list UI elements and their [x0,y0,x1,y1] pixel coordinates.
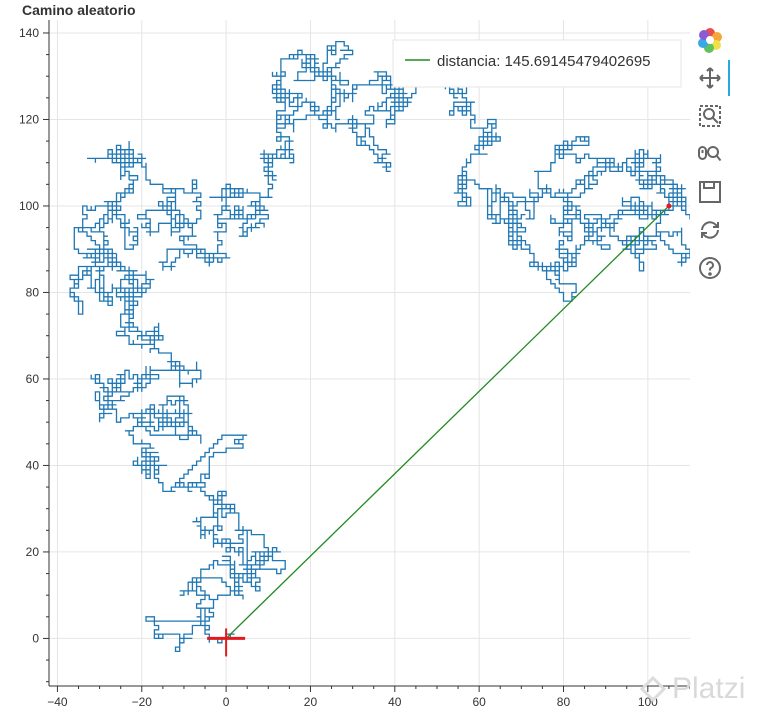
y-tick-label: 120 [19,112,39,126]
x-axis-ticks: −40 −20 0 20 40 60 80 100 [47,686,690,709]
axes [48,20,690,687]
end-marker [666,203,672,209]
y-tick-label: 0 [32,631,39,645]
x-tick-label: −40 [47,695,68,709]
x-tick-label: 80 [557,695,571,709]
y-tick-label: 20 [26,545,40,559]
reset-icon[interactable] [692,212,728,248]
x-tick-label: 40 [388,695,402,709]
y-tick-label: 100 [19,199,39,213]
x-tick-label: −20 [132,695,153,709]
marker-layer [207,203,672,657]
help-icon[interactable] [692,250,728,286]
random-walk-path [69,40,690,653]
platzi-watermark: Platzi [640,672,745,706]
watermark-text: Platzi [672,672,746,705]
platzi-logo-icon [640,676,666,702]
x-tick-label: 60 [472,695,486,709]
wheel-zoom-icon[interactable] [692,136,728,172]
chart-title: Camino aleatorio [22,2,136,18]
chart-plot: −40 −20 0 20 40 60 80 100 0 20 40 60 80 100 120 140 di… [19,20,690,709]
save-icon[interactable] [692,174,728,210]
y-axis-ticks: 0 20 40 60 80 100 120 140 [19,26,49,683]
legend: distancia: 145.69145479402695 [392,39,682,88]
legend-box [392,39,682,88]
pan-icon[interactable] [692,60,730,96]
x-tick-label: 0 [223,695,230,709]
toolbar [692,22,732,288]
distance-line [225,205,670,639]
box-zoom-icon[interactable] [692,98,728,134]
distance-layer [225,205,670,639]
x-tick-label: 20 [304,695,318,709]
legend-label: distancia: 145.69145479402695 [437,53,651,70]
random-walk-layer [69,40,690,653]
y-tick-label: 80 [26,285,40,299]
bokeh-logo-icon[interactable] [692,22,728,58]
y-tick-label: 60 [26,372,40,386]
y-tick-label: 140 [19,26,39,40]
grid [49,20,690,686]
y-tick-label: 40 [26,458,40,472]
